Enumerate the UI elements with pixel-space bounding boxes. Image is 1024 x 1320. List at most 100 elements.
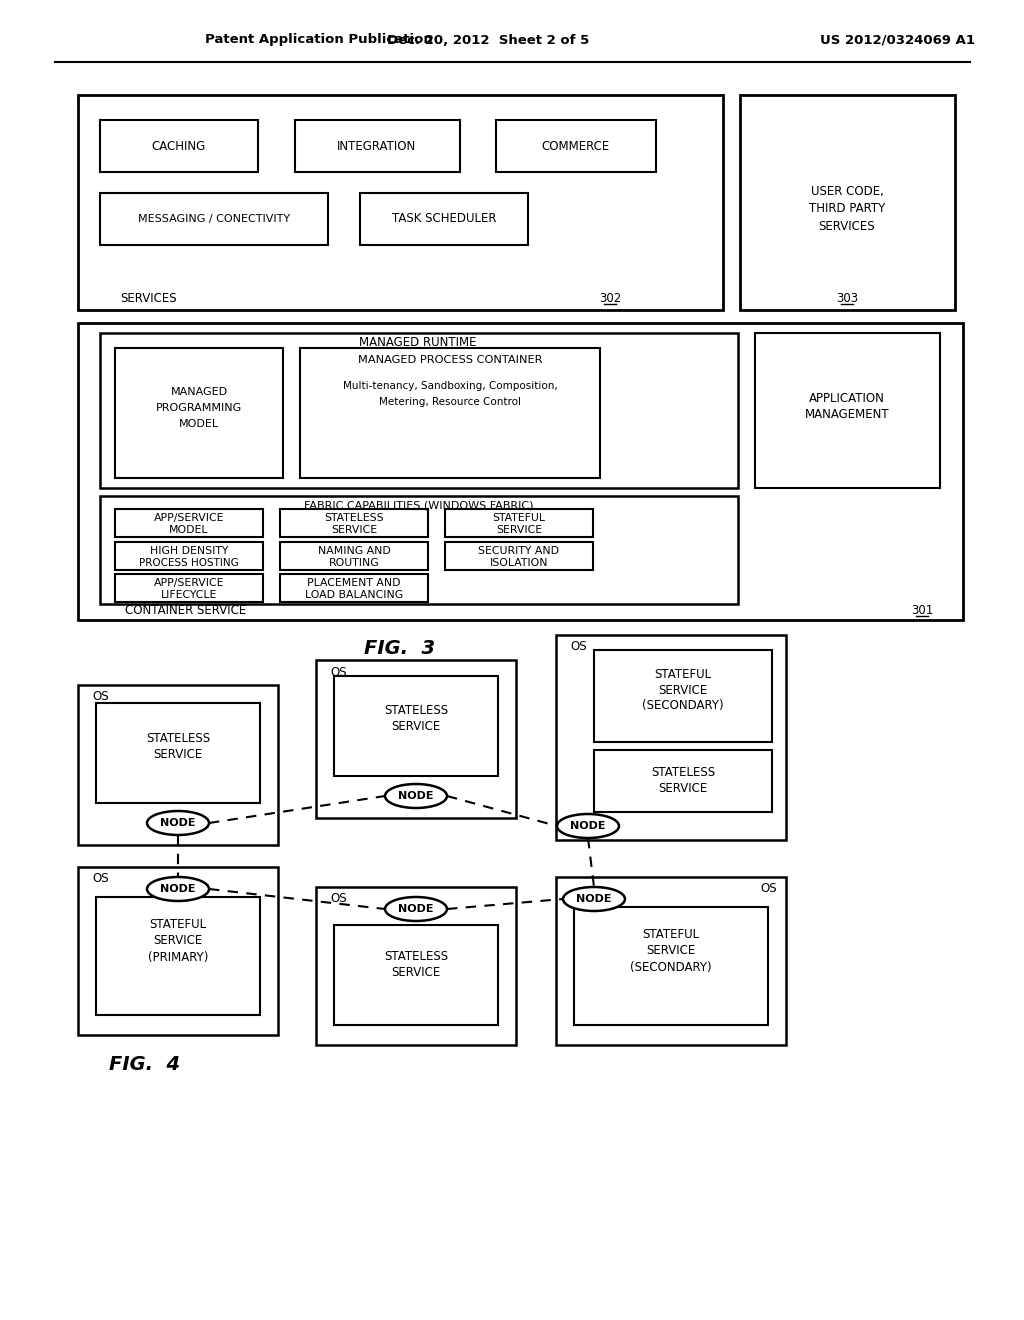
Text: MODEL: MODEL xyxy=(179,418,219,429)
Text: NODE: NODE xyxy=(577,894,611,904)
Text: Multi-tenancy, Sandboxing, Composition,: Multi-tenancy, Sandboxing, Composition, xyxy=(343,381,557,391)
Text: US 2012/0324069 A1: US 2012/0324069 A1 xyxy=(820,33,975,46)
Bar xyxy=(280,543,428,570)
Text: NODE: NODE xyxy=(398,904,434,913)
Bar xyxy=(360,193,528,246)
Bar xyxy=(740,95,955,310)
Text: USER CODE,: USER CODE, xyxy=(811,186,884,198)
Bar xyxy=(280,574,428,602)
Bar xyxy=(594,750,772,812)
Text: LIFECYCLE: LIFECYCLE xyxy=(161,590,217,601)
Text: APP/SERVICE: APP/SERVICE xyxy=(154,513,224,523)
Text: MANAGED PROCESS CONTAINER: MANAGED PROCESS CONTAINER xyxy=(357,355,543,366)
Text: MANAGED: MANAGED xyxy=(170,387,227,397)
Bar xyxy=(556,635,786,840)
Text: Dec. 20, 2012  Sheet 2 of 5: Dec. 20, 2012 Sheet 2 of 5 xyxy=(387,33,589,46)
Ellipse shape xyxy=(385,898,447,921)
Text: SERVICES: SERVICES xyxy=(120,292,176,305)
Text: LOAD BALANCING: LOAD BALANCING xyxy=(305,590,403,601)
Ellipse shape xyxy=(557,814,618,838)
Bar xyxy=(295,120,460,172)
Text: THIRD PARTY: THIRD PARTY xyxy=(809,202,885,215)
Text: STATELESS: STATELESS xyxy=(384,705,449,718)
Text: SERVICE: SERVICE xyxy=(646,945,695,957)
Bar xyxy=(334,925,498,1026)
Text: STATELESS: STATELESS xyxy=(384,950,449,964)
Text: SERVICE: SERVICE xyxy=(154,935,203,948)
Text: STATEFUL: STATEFUL xyxy=(150,919,207,932)
Bar xyxy=(334,676,498,776)
Bar xyxy=(496,120,656,172)
Text: NODE: NODE xyxy=(570,821,606,832)
Text: Patent Application Publication: Patent Application Publication xyxy=(205,33,433,46)
Text: ROUTING: ROUTING xyxy=(329,558,379,568)
Text: STATEFUL: STATEFUL xyxy=(493,513,546,523)
Text: PROGRAMMING: PROGRAMMING xyxy=(156,403,242,413)
Text: SERVICE: SERVICE xyxy=(154,747,203,760)
Text: OS: OS xyxy=(92,690,109,704)
Bar xyxy=(316,660,516,818)
Text: 303: 303 xyxy=(836,292,858,305)
Text: PLACEMENT AND: PLACEMENT AND xyxy=(307,578,400,587)
Bar xyxy=(280,510,428,537)
Text: CONTAINER SERVICE: CONTAINER SERVICE xyxy=(125,603,246,616)
Text: STATEFUL: STATEFUL xyxy=(642,928,699,941)
Bar xyxy=(96,704,260,803)
Bar xyxy=(100,120,258,172)
Text: OS: OS xyxy=(92,873,109,886)
Bar xyxy=(115,348,283,478)
Bar xyxy=(574,907,768,1026)
Text: NODE: NODE xyxy=(160,884,196,894)
Text: MANAGEMENT: MANAGEMENT xyxy=(805,408,889,421)
Bar xyxy=(594,649,772,742)
Text: SERVICE: SERVICE xyxy=(658,781,708,795)
Bar xyxy=(445,543,593,570)
Bar xyxy=(115,543,263,570)
Text: NODE: NODE xyxy=(160,818,196,828)
Text: (PRIMARY): (PRIMARY) xyxy=(147,950,208,964)
Text: STATELESS: STATELESS xyxy=(651,766,715,779)
Ellipse shape xyxy=(147,876,209,902)
Ellipse shape xyxy=(385,784,447,808)
Text: HIGH DENSITY: HIGH DENSITY xyxy=(150,546,228,556)
Text: MODEL: MODEL xyxy=(169,525,209,535)
Text: STATELESS: STATELESS xyxy=(146,731,210,744)
Text: (SECONDARY): (SECONDARY) xyxy=(642,700,724,713)
Bar xyxy=(445,510,593,537)
Text: APP/SERVICE: APP/SERVICE xyxy=(154,578,224,587)
Text: MANAGED RUNTIME: MANAGED RUNTIME xyxy=(359,335,477,348)
Text: COMMERCE: COMMERCE xyxy=(542,140,610,153)
Text: FIG.  4: FIG. 4 xyxy=(110,1056,180,1074)
Text: SERVICE: SERVICE xyxy=(331,525,377,535)
Bar xyxy=(96,898,260,1015)
Bar xyxy=(115,574,263,602)
Text: SERVICE: SERVICE xyxy=(658,684,708,697)
Text: STATELESS: STATELESS xyxy=(325,513,384,523)
Ellipse shape xyxy=(147,810,209,836)
Ellipse shape xyxy=(563,887,625,911)
Text: OS: OS xyxy=(570,640,587,653)
Bar xyxy=(78,95,723,310)
Text: NAMING AND: NAMING AND xyxy=(317,546,390,556)
Text: Metering, Resource Control: Metering, Resource Control xyxy=(379,397,521,407)
Text: PROCESS HOSTING: PROCESS HOSTING xyxy=(139,558,239,568)
Text: (SECONDARY): (SECONDARY) xyxy=(630,961,712,974)
Text: APPLICATION: APPLICATION xyxy=(809,392,885,404)
Text: FABRIC CAPABILITIES (WINDOWS FABRIC): FABRIC CAPABILITIES (WINDOWS FABRIC) xyxy=(304,500,534,510)
Bar xyxy=(316,887,516,1045)
Text: 302: 302 xyxy=(599,292,622,305)
Bar xyxy=(556,876,786,1045)
Text: NODE: NODE xyxy=(398,791,434,801)
Text: SERVICE: SERVICE xyxy=(496,525,542,535)
Text: OS: OS xyxy=(330,665,347,678)
Bar xyxy=(78,685,278,845)
Text: OS: OS xyxy=(330,892,347,906)
Bar xyxy=(78,323,963,620)
Bar xyxy=(115,510,263,537)
Text: INTEGRATION: INTEGRATION xyxy=(337,140,417,153)
Text: ISOLATION: ISOLATION xyxy=(489,558,548,568)
Text: OS: OS xyxy=(760,883,776,895)
Text: STATEFUL: STATEFUL xyxy=(654,668,712,681)
Text: FIG.  3: FIG. 3 xyxy=(365,639,435,657)
Text: MESSAGING / CONECTIVITY: MESSAGING / CONECTIVITY xyxy=(138,214,290,224)
